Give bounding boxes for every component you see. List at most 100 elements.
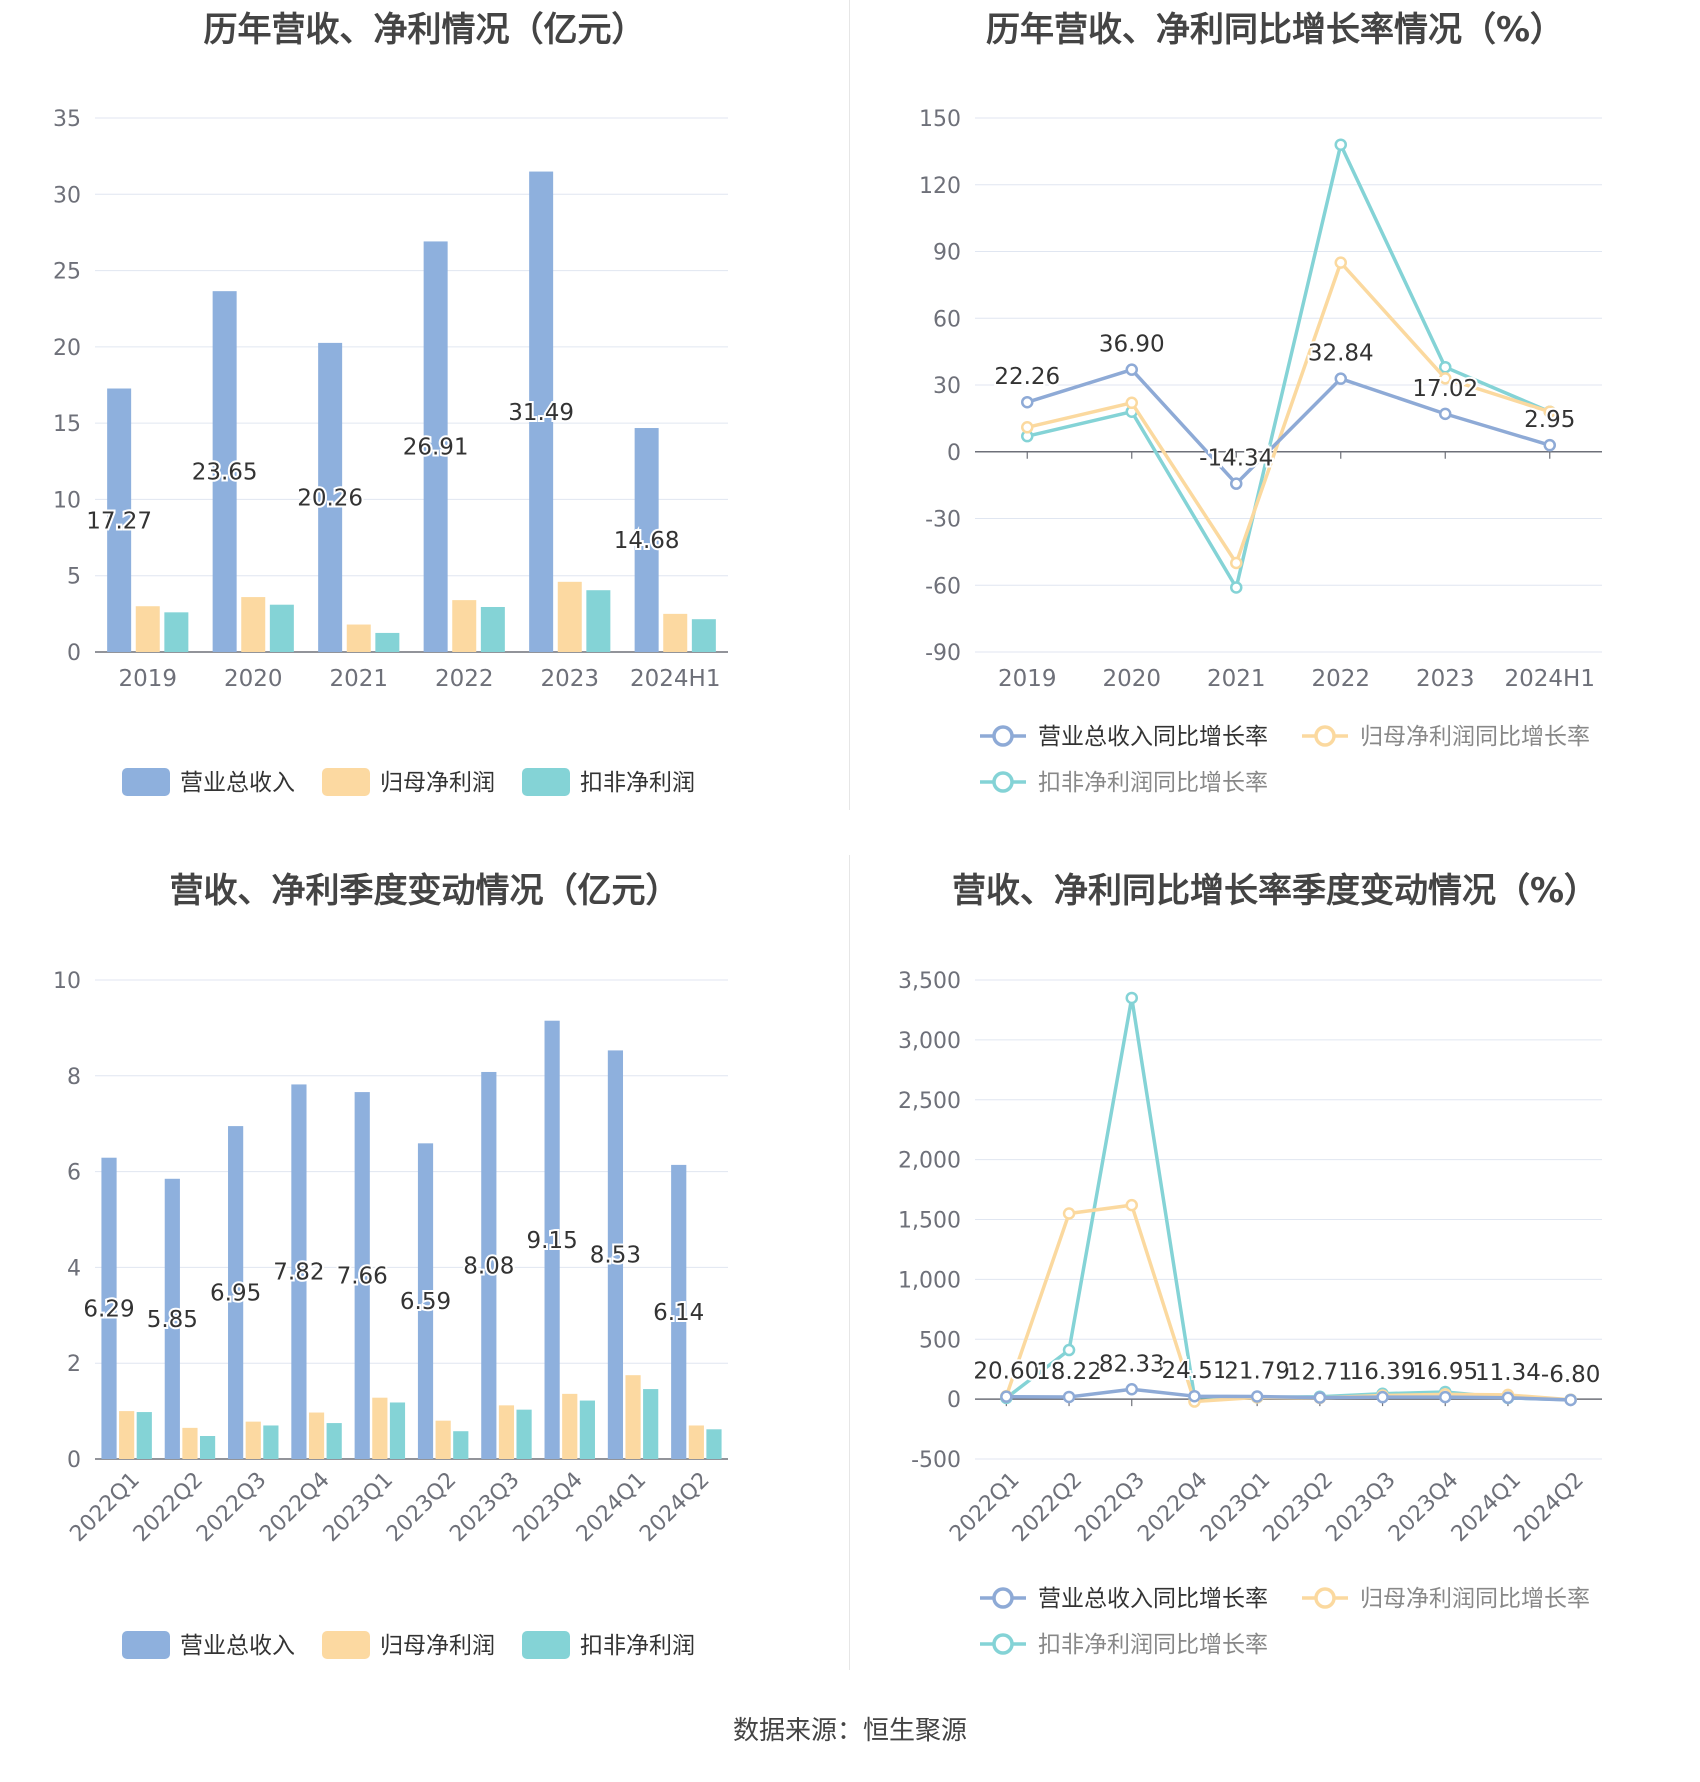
bar xyxy=(291,1084,307,1459)
data-label: 17.27 xyxy=(86,508,152,534)
chart-svg: -90 -60 -30 0 30 60 90 120 150 2019 2020 2021 2022 20… xyxy=(919,107,1602,796)
legend-swatch xyxy=(122,1631,170,1659)
y-tick-label: 2 xyxy=(67,1352,81,1377)
data-label: 6.14 xyxy=(653,1300,704,1326)
legend-label: 营业总收入同比增长率 xyxy=(1038,724,1268,750)
data-point xyxy=(1334,138,1347,151)
x-tick-label: 2024H1 xyxy=(1505,666,1595,692)
y-tick-label: 35 xyxy=(53,107,81,132)
data-point xyxy=(1439,407,1452,421)
data-label: 2.95 xyxy=(1524,407,1575,433)
data-point xyxy=(1501,1391,1515,1405)
series-line xyxy=(1026,142,1551,590)
bar xyxy=(544,1020,560,1459)
data-label: 17.02 xyxy=(1412,376,1478,402)
chart-svg: -500 0 500 1,000 1,500 2,000 2,500 3,000 3,500 20… xyxy=(898,969,1602,1658)
x-tick-label: 2023Q3 xyxy=(445,1468,524,1547)
data-label: 18.22 xyxy=(1036,1359,1102,1385)
legend-swatch-marker xyxy=(992,1587,1014,1609)
chart-svg: 0 5 10 15 20 25 30 35 2019 2020 2021 2022 2023 2024H1… xyxy=(53,107,728,796)
legend-swatch xyxy=(322,768,370,796)
bar xyxy=(417,1143,434,1459)
data-label: 5.85 xyxy=(147,1307,198,1333)
data-label: 14.68 xyxy=(614,528,680,554)
bar xyxy=(634,428,659,652)
x-tick-label: 2022 xyxy=(1311,666,1370,692)
data-label: 16.39 xyxy=(1350,1359,1416,1385)
legend-swatch-marker xyxy=(992,1633,1014,1655)
data-point xyxy=(1313,1391,1327,1404)
y-tick-label: -500 xyxy=(911,1448,961,1473)
bar xyxy=(529,171,554,653)
x-tick-label: 2019 xyxy=(998,666,1057,692)
data-label: 22.26 xyxy=(994,364,1060,390)
legend-label: 营业总收入同比增长率 xyxy=(1038,1586,1268,1612)
y-tick-label: 4 xyxy=(67,1256,81,1281)
x-tick-label: 2023 xyxy=(540,666,599,692)
legend-label: 营业总收入 xyxy=(180,770,295,796)
data-point xyxy=(1376,1390,1389,1404)
x-tick-label: 2020 xyxy=(1102,666,1161,692)
legend-swatch xyxy=(322,1631,370,1659)
data-label: 21.79 xyxy=(1224,1359,1290,1385)
chart-quarterly-growth-rate: 营收、净利同比增长率季度变动情况（%） -500 0 500 1,000 1,500 2,… xyxy=(850,855,1700,1685)
x-tick-label: 2022Q1 xyxy=(65,1468,144,1547)
data-label: 32.84 xyxy=(1308,341,1374,367)
x-tick-label: 2023Q4 xyxy=(509,1468,588,1547)
y-tick-label: 10 xyxy=(53,488,81,513)
divider-top xyxy=(849,0,850,810)
bar xyxy=(107,388,132,652)
bar xyxy=(164,1178,180,1459)
y-tick-label: 500 xyxy=(919,1328,961,1353)
bar xyxy=(586,590,611,652)
bar xyxy=(481,1071,497,1459)
x-tick-label: 2022Q3 xyxy=(192,1468,271,1547)
y-tick-label: 150 xyxy=(919,107,961,132)
data-label: 11.34 xyxy=(1475,1360,1541,1386)
bar xyxy=(671,1164,687,1459)
x-tick-label: 2022 xyxy=(435,666,494,692)
y-tick-label: 0 xyxy=(67,641,81,666)
chart-quarterly-revenue-profit: 营收、净利季度变动情况（亿元） 0 2 4 6 8 10 2022Q1 2022Q2 2022Q… xyxy=(0,855,849,1685)
bar xyxy=(346,624,371,652)
bar xyxy=(228,1126,244,1459)
bar xyxy=(452,600,477,652)
chart-title: 营收、净利同比增长率季度变动情况（%） xyxy=(951,871,1599,911)
y-tick-label: -90 xyxy=(925,641,961,666)
y-tick-label: 3,000 xyxy=(898,1029,961,1054)
x-tick-label: 2023 xyxy=(1416,666,1475,692)
data-point xyxy=(1062,1343,1076,1357)
legend-swatch xyxy=(122,768,170,796)
x-tick-label: 2020 xyxy=(224,666,283,692)
data-label: 6.95 xyxy=(210,1281,261,1307)
data-point xyxy=(1188,1389,1201,1403)
bar xyxy=(308,1412,325,1459)
bar xyxy=(688,1425,704,1459)
bar xyxy=(480,606,505,652)
series-line xyxy=(1006,1387,1571,1402)
data-point xyxy=(1125,991,1138,1005)
data-label: 20.26 xyxy=(297,485,363,511)
y-tick-label: 60 xyxy=(933,307,961,332)
bar xyxy=(269,604,294,652)
bar xyxy=(318,342,343,652)
data-point xyxy=(1439,1390,1452,1404)
bar xyxy=(498,1405,515,1459)
bar xyxy=(245,1421,261,1459)
data-point xyxy=(1021,421,1034,434)
chart-title: 历年营收、净利情况（亿元） xyxy=(203,10,646,50)
data-point xyxy=(1021,395,1034,409)
legend-swatch-marker xyxy=(1314,725,1336,747)
data-source: 数据来源：恒生聚源 xyxy=(732,1716,967,1746)
bar xyxy=(326,1423,342,1459)
y-tick-label: 1,000 xyxy=(898,1268,961,1293)
bar xyxy=(354,1092,370,1459)
y-tick-label: 1,500 xyxy=(898,1209,961,1234)
x-tick-label: 2021 xyxy=(1207,666,1266,692)
y-tick-label: 10 xyxy=(53,969,81,994)
data-point xyxy=(1230,477,1243,490)
data-label: 24.51 xyxy=(1162,1358,1228,1384)
legend-swatch-marker xyxy=(1314,1587,1336,1609)
bar xyxy=(625,1375,641,1459)
y-tick-label: 25 xyxy=(53,260,81,285)
